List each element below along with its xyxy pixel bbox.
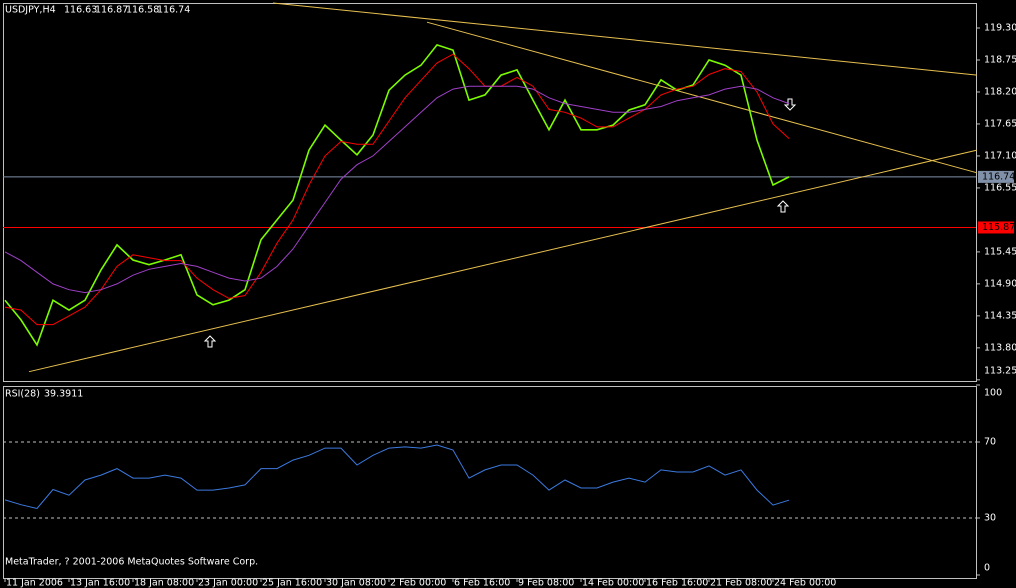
x-tick-label: 13 Jan 16:00 <box>70 578 130 588</box>
rsi-value: 39.3911 <box>44 389 83 400</box>
y-tick-label: 117.65 <box>984 118 1016 129</box>
y-tick-label: 116.55 <box>984 182 1016 193</box>
price-tag <box>978 221 1014 234</box>
x-tick-label: 14 Feb 00:00 <box>582 578 644 588</box>
x-tick-label: 21 Feb 08:00 <box>710 578 772 588</box>
price-tag <box>978 170 1014 183</box>
y-tick-label: 117.10 <box>984 150 1016 161</box>
y-tick-label: 113.25 <box>984 366 1016 377</box>
x-tick-label: 11 Jan 2006 <box>6 578 63 588</box>
x-tick-label: 24 Feb 00:00 <box>774 578 836 588</box>
arrows <box>203 98 797 348</box>
x-tick-label: 9 Feb 08:00 <box>518 578 574 588</box>
x-tick-label: 30 Jan 08:00 <box>326 578 386 588</box>
up-arrow <box>203 335 217 348</box>
x-tick-label: 23 Jan 00:00 <box>198 578 258 588</box>
footer: MetaTrader, ? 2001-2006 MetaQuotes Softw… <box>5 557 258 568</box>
x-tick-label: 2 Feb 00:00 <box>390 578 446 588</box>
trend-line <box>272 2 978 76</box>
rsi-panel <box>3 386 977 579</box>
series-line <box>4 43 790 347</box>
price-panel <box>3 3 977 382</box>
series-line <box>4 53 790 326</box>
x-tick-label: 25 Jan 16:00 <box>262 578 322 588</box>
high-price: 116.87 <box>95 5 128 16</box>
close-price: 116.74 <box>157 5 190 16</box>
x-tick-label: 16 Feb 16:00 <box>646 578 708 588</box>
up-arrow <box>776 200 790 213</box>
price-tag-label: 116.74 <box>982 171 1015 182</box>
y-tick-label: 100 <box>984 388 1002 399</box>
price-tag-label: 115.87 <box>982 222 1015 233</box>
down-arrow <box>783 98 797 111</box>
y-tick-label: 114.35 <box>984 310 1016 321</box>
trend-line <box>426 21 978 174</box>
y-tick-label: 30 <box>984 513 996 524</box>
y-tick-label: 115.45 <box>984 246 1016 257</box>
y-tick-label: 119.30 <box>984 23 1016 34</box>
y-tick-label: 70 <box>984 437 996 448</box>
y-tick-label: 118.75 <box>984 54 1016 65</box>
y-tick-label: 0 <box>984 563 990 574</box>
trend-line <box>28 149 978 373</box>
x-tick-label: 6 Feb 16:00 <box>454 578 510 588</box>
series-line <box>4 444 790 510</box>
series-line <box>4 85 790 294</box>
symbol-title: USDJPY,H4 <box>5 5 56 16</box>
low-price: 116.58 <box>126 5 159 16</box>
y-tick-label: 114.90 <box>984 278 1016 289</box>
x-tick-label: 18 Jan 08:00 <box>134 578 194 588</box>
y-tick-label: 113.80 <box>984 342 1016 353</box>
rsi-title: RSI(28) <box>5 389 40 400</box>
y-tick-label: 118.20 <box>984 86 1016 97</box>
open-price: 116.63 <box>64 5 97 16</box>
